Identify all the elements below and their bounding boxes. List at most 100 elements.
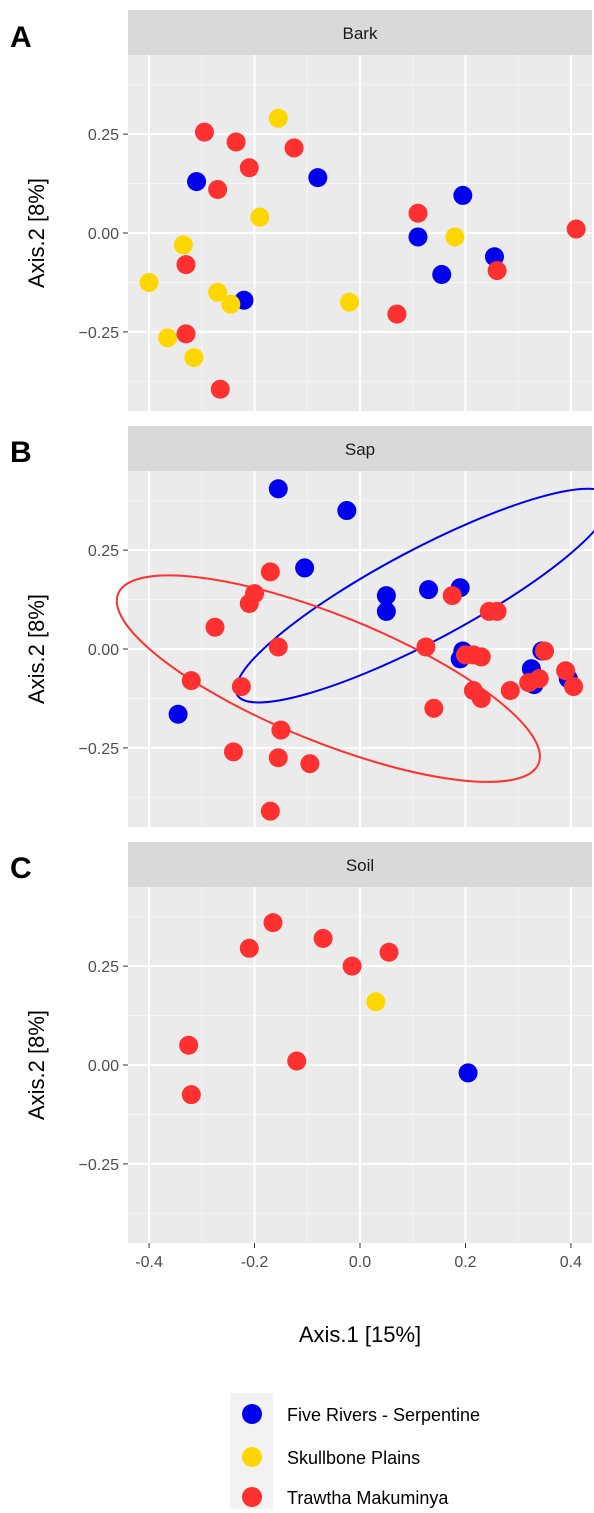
data-point bbox=[376, 586, 396, 606]
legend-item: Trawtha Makuminya bbox=[230, 1479, 449, 1509]
data-point bbox=[139, 272, 159, 292]
data-point bbox=[339, 292, 359, 312]
data-point bbox=[176, 324, 196, 344]
legend-label: Skullbone Plains bbox=[287, 1448, 420, 1468]
grid bbox=[128, 887, 592, 1243]
data-point bbox=[487, 261, 507, 281]
data-point bbox=[287, 1051, 307, 1071]
data-point bbox=[226, 132, 246, 152]
y-axis-title: Axis.2 [8%] bbox=[24, 594, 49, 704]
data-point bbox=[295, 558, 315, 578]
y-tick-label: 0.00 bbox=[88, 226, 119, 243]
data-point bbox=[208, 282, 228, 302]
data-point bbox=[453, 185, 473, 205]
data-point bbox=[168, 704, 188, 724]
legend-swatch bbox=[242, 1487, 262, 1507]
points bbox=[168, 479, 584, 821]
data-point bbox=[337, 501, 357, 521]
y-tick-label: 0.00 bbox=[88, 642, 119, 659]
strip-background bbox=[128, 426, 592, 471]
data-point bbox=[239, 938, 259, 958]
data-point bbox=[181, 671, 201, 691]
data-point bbox=[268, 479, 288, 499]
data-point bbox=[239, 158, 259, 178]
data-point bbox=[194, 122, 214, 142]
panel-letter: B bbox=[10, 436, 32, 469]
data-point bbox=[342, 956, 362, 976]
y-tick-label: 0.25 bbox=[88, 543, 119, 560]
y-tick-label: 0.25 bbox=[88, 127, 119, 144]
data-point bbox=[263, 913, 283, 933]
data-point bbox=[442, 586, 462, 606]
data-point bbox=[416, 637, 436, 657]
data-point bbox=[181, 1085, 201, 1105]
points bbox=[139, 108, 586, 399]
legend-label: Five Rivers - Serpentine bbox=[287, 1405, 480, 1425]
data-point bbox=[223, 742, 243, 762]
data-point bbox=[471, 688, 491, 708]
data-point bbox=[500, 681, 520, 701]
confidence-ellipse bbox=[115, 574, 541, 783]
x-tick-label: 0.2 bbox=[454, 1254, 476, 1271]
legend-swatch bbox=[242, 1447, 262, 1467]
x-tick-label: -0.4 bbox=[135, 1254, 163, 1271]
legend-swatch bbox=[242, 1404, 262, 1424]
y-ticks: −0.25 0.00 0.25 bbox=[79, 959, 128, 1174]
y-tick-label: −0.25 bbox=[79, 325, 120, 342]
data-point bbox=[179, 1035, 199, 1055]
data-point bbox=[445, 227, 465, 247]
y-ticks: −0.25 0.00 0.25 bbox=[79, 127, 128, 342]
strip-title: Soil bbox=[346, 856, 374, 875]
data-point bbox=[471, 647, 491, 667]
panel-c: C Soil −0.25 0.00 0.25 Axis.2 [8%] bbox=[10, 842, 592, 1243]
data-point bbox=[408, 203, 428, 223]
legend-label: Trawtha Makuminya bbox=[287, 1488, 449, 1508]
strip-background bbox=[128, 10, 592, 55]
panel-a: A Bark −0.25 0.00 0.25 Axis.2 [8%] bbox=[10, 10, 592, 411]
data-point bbox=[260, 801, 280, 821]
strip-title: Sap bbox=[345, 440, 375, 459]
data-point bbox=[250, 207, 270, 227]
y-tick-label: −0.25 bbox=[79, 741, 120, 758]
y-tick-label: 0.25 bbox=[88, 959, 119, 976]
strip-background bbox=[128, 842, 592, 887]
data-point bbox=[271, 720, 291, 740]
x-tick-label: 0.4 bbox=[560, 1254, 582, 1271]
data-point bbox=[158, 328, 178, 348]
legend: Five Rivers - Serpentine Skullbone Plain… bbox=[230, 1393, 480, 1509]
data-point bbox=[173, 235, 193, 255]
data-point bbox=[564, 677, 584, 697]
data-point bbox=[221, 294, 241, 314]
data-point bbox=[487, 601, 507, 621]
data-point bbox=[210, 379, 230, 399]
data-point bbox=[566, 219, 586, 239]
data-point bbox=[313, 928, 333, 948]
data-point bbox=[308, 168, 328, 188]
data-point bbox=[268, 637, 288, 657]
x-tick-label: 0.0 bbox=[349, 1254, 371, 1271]
y-tick-label: 0.00 bbox=[88, 1058, 119, 1075]
panel-letter: A bbox=[10, 21, 32, 54]
data-point bbox=[535, 641, 555, 661]
y-tick-label: −0.25 bbox=[79, 1157, 120, 1174]
panel-letter: C bbox=[10, 852, 32, 885]
data-point bbox=[239, 594, 259, 614]
data-point bbox=[184, 348, 204, 368]
grid bbox=[128, 55, 592, 411]
data-point bbox=[268, 748, 288, 768]
data-point bbox=[408, 227, 428, 247]
data-point bbox=[231, 677, 251, 697]
data-point bbox=[205, 617, 225, 637]
data-point bbox=[387, 304, 407, 324]
panel-b: B Sap −0.25 0.00 0.25 Axis.2 [8%] bbox=[10, 426, 594, 827]
data-point bbox=[458, 1063, 478, 1083]
strip-title: Bark bbox=[343, 24, 378, 43]
legend-item: Five Rivers - Serpentine bbox=[230, 1393, 480, 1436]
data-point bbox=[419, 580, 439, 600]
legend-item: Skullbone Plains bbox=[230, 1436, 420, 1479]
data-point bbox=[432, 265, 452, 285]
y-ticks: −0.25 0.00 0.25 bbox=[79, 543, 128, 758]
data-point bbox=[176, 255, 196, 275]
data-point bbox=[379, 942, 399, 962]
